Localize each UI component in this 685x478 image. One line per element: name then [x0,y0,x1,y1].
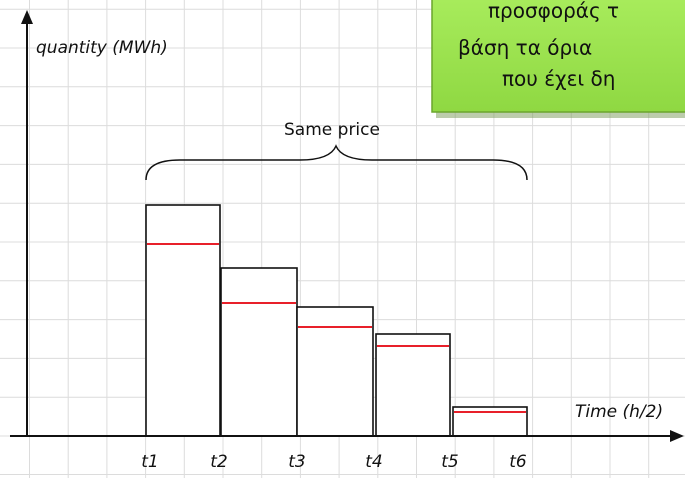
callout-line: προσφοράς τ [488,0,619,23]
bars [145,204,528,437]
y-arrow [21,10,33,24]
bar [145,204,221,437]
x-arrow [670,430,684,442]
callout-line: βάση τα όρια [458,36,592,60]
x-axis-label: Time (h/2) [575,402,663,422]
brace [145,144,528,181]
bracket-label: Same price [284,120,380,140]
bar [220,267,298,437]
time-label: t2 [210,452,227,472]
callout [431,0,685,113]
time-label: t6 [509,452,527,472]
time-label: t4 [365,452,382,472]
time-label: t3 [288,452,305,472]
time-label: t5 [441,452,458,472]
y-axis-label: quantity (MWh) [36,38,168,58]
callout-line: που έχει δη [502,67,615,91]
bar [375,333,451,437]
time-label: t1 [141,452,158,472]
